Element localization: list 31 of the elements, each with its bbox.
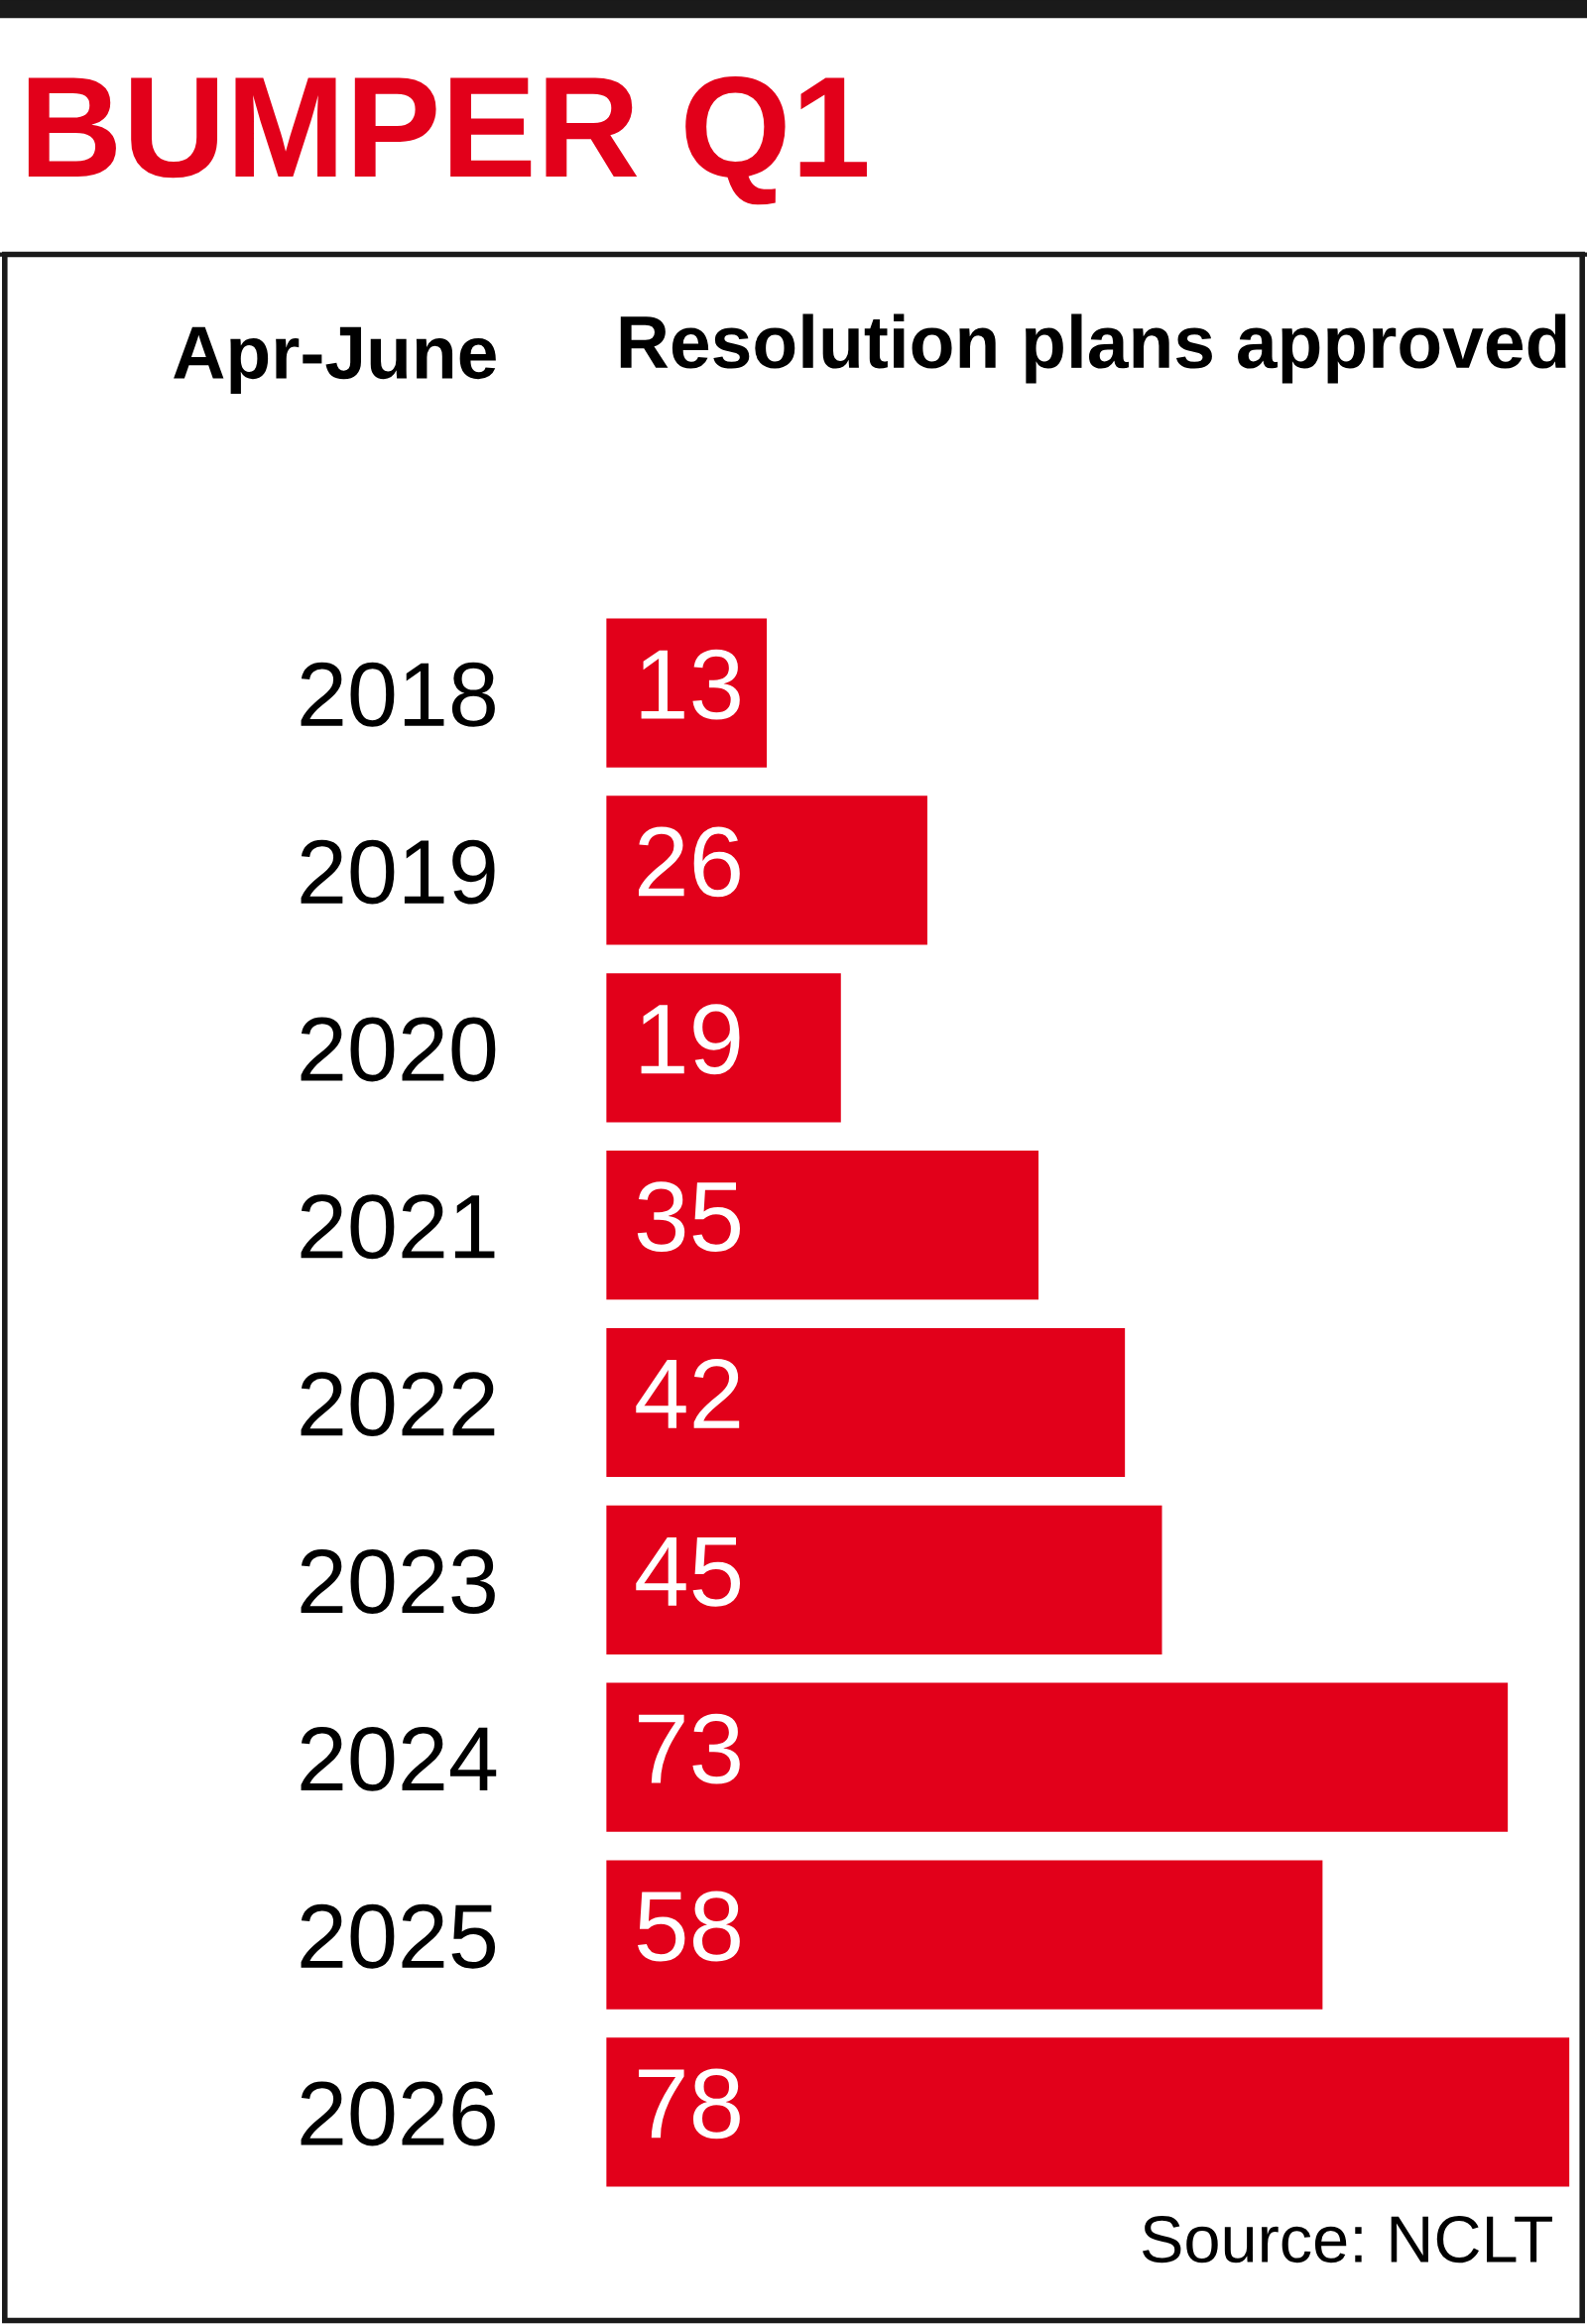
- y-tick-label: 2026: [301, 2081, 495, 2146]
- y-tick-label: 2023: [301, 1549, 495, 1614]
- y-tick-label: 2019: [301, 839, 495, 905]
- data-label: 42: [636, 1359, 740, 1428]
- bar: [606, 973, 841, 1123]
- bar: [606, 1860, 1323, 2010]
- data-label: 13: [641, 649, 740, 720]
- bar: [606, 1151, 1038, 1300]
- y-tick-label: 2024: [301, 1726, 497, 1791]
- data-label: 35: [637, 1181, 741, 1252]
- data-label: 19: [641, 1004, 740, 1075]
- y-tick-label: 2020: [301, 1017, 496, 1082]
- data-label: 26: [639, 826, 740, 898]
- data-label: 78: [639, 2068, 740, 2140]
- chart-title: BUMPER Q1: [28, 76, 867, 205]
- data-label: 73: [639, 1713, 740, 1784]
- y-tick-label: 2021: [301, 1194, 495, 1260]
- y-tick-label: 2022: [301, 1372, 495, 1437]
- data-label: 45: [636, 1536, 741, 1607]
- y-tick-label: 2025: [301, 1903, 496, 1969]
- source-note: Source: NCLT: [1143, 2216, 1552, 2263]
- x-axis-title: Resolution plans approved: [620, 313, 1566, 384]
- bar: [606, 2037, 1570, 2187]
- y-tick-label: 2018: [301, 662, 495, 727]
- bar: [606, 795, 927, 945]
- y-axis-title: Apr-June: [174, 326, 496, 394]
- bar: [606, 618, 768, 768]
- bar: [606, 1327, 1126, 1478]
- bar: [606, 1505, 1162, 1654]
- data-label: 58: [637, 1891, 740, 1962]
- bar: [606, 1682, 1509, 1832]
